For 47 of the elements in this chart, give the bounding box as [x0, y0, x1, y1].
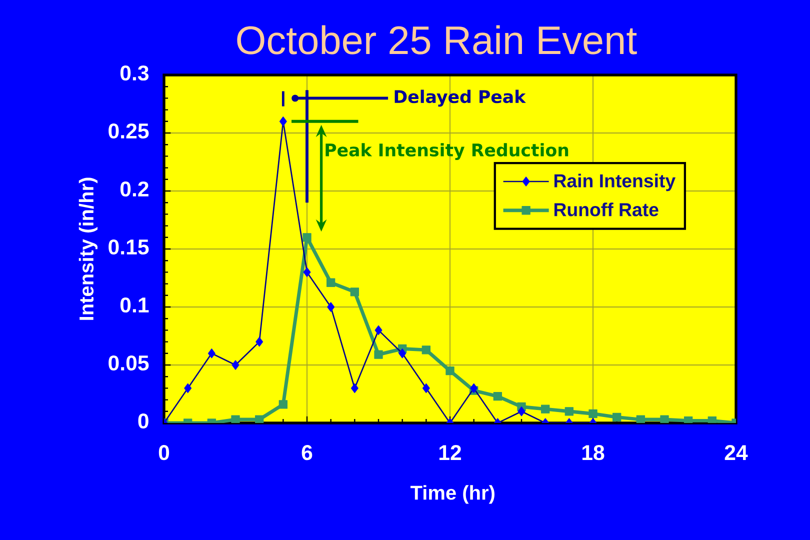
- point: [208, 348, 216, 358]
- y-tick-label: 0.15: [108, 239, 149, 255]
- x-tick-label: 6: [302, 445, 312, 460]
- legend-label: Rain Intensity: [554, 174, 676, 192]
- point: [422, 346, 431, 354]
- point: [374, 325, 382, 336]
- point: [541, 404, 550, 414]
- point: [350, 383, 358, 394]
- point: [564, 407, 574, 416]
- point: [374, 350, 383, 359]
- point: [184, 383, 192, 394]
- y-tick-label: 0.05: [108, 355, 149, 371]
- x-tick-label: 0: [158, 445, 170, 460]
- y-tick-label: 0.2: [120, 181, 148, 197]
- y-tick-label: 0.25: [108, 123, 149, 139]
- point: [350, 288, 360, 296]
- point: [612, 412, 622, 422]
- point: [232, 360, 240, 370]
- x-tick-label: 12: [439, 445, 461, 460]
- chart-title: October 25 Rain Event: [237, 25, 637, 54]
- x-tick-label: 24: [724, 445, 748, 460]
- point: [660, 415, 669, 423]
- point: [446, 366, 454, 376]
- legend-label: Runoff Rate: [554, 202, 658, 216]
- point: [518, 406, 526, 416]
- point: [636, 415, 645, 423]
- point: [493, 392, 502, 401]
- x-axis-title: Time (hr): [410, 485, 494, 504]
- x-tick-label: 18: [582, 445, 604, 460]
- point: [327, 302, 335, 312]
- point: [684, 416, 693, 423]
- point: [279, 116, 287, 126]
- point: [326, 278, 336, 287]
- annotation: Peak Intensity Reduction: [326, 143, 568, 160]
- y-tick-label: 0.3: [120, 65, 149, 81]
- y-tick-label: 0.1: [120, 297, 149, 313]
- point: [422, 383, 430, 394]
- point: [303, 267, 311, 278]
- point: [256, 336, 264, 347]
- y-axis-title: Intensity (in/hr): [78, 178, 98, 320]
- point: [302, 233, 312, 242]
- y-tick-label: 0: [138, 413, 148, 429]
- point: [588, 409, 598, 418]
- point: [278, 400, 288, 409]
- annotation: Delayed Peak: [394, 90, 526, 107]
- point: [470, 383, 478, 394]
- point: [398, 348, 406, 358]
